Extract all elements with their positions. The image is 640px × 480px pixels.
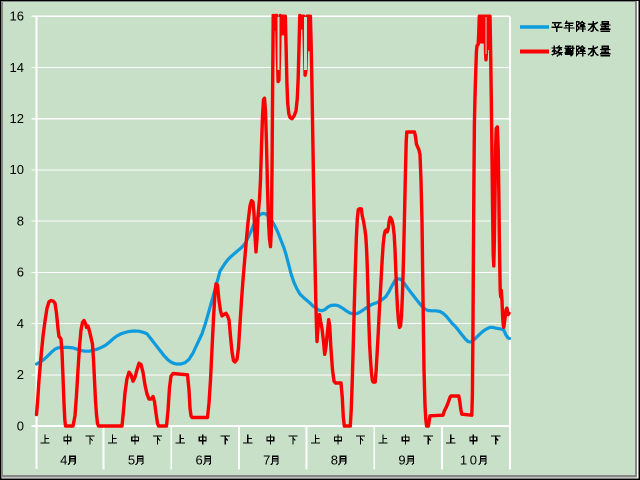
svg-text:6: 6 — [17, 265, 24, 280]
svg-text:10: 10 — [460, 453, 480, 468]
svg-text:2: 2 — [17, 367, 24, 382]
svg-text:8: 8 — [331, 453, 338, 468]
svg-text:4: 4 — [17, 316, 24, 331]
svg-text:9: 9 — [398, 453, 405, 468]
svg-text:8: 8 — [17, 213, 24, 228]
svg-text:4: 4 — [60, 453, 67, 468]
svg-text:5: 5 — [128, 453, 135, 468]
svg-text:10: 10 — [10, 162, 24, 177]
svg-text:6: 6 — [195, 453, 202, 468]
svg-text:16: 16 — [10, 9, 24, 24]
svg-text:0: 0 — [17, 418, 24, 433]
svg-text:14: 14 — [10, 60, 24, 75]
svg-text:7: 7 — [263, 453, 270, 468]
svg-text:12: 12 — [10, 111, 24, 126]
